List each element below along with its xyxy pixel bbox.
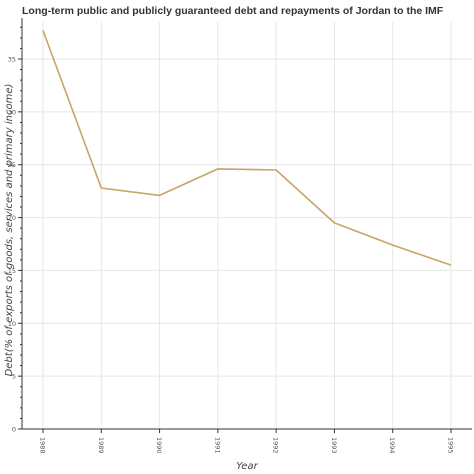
series-layer — [42, 30, 452, 266]
y-tick-label: 35 — [8, 56, 16, 64]
y-tick-label: 10 — [8, 320, 16, 328]
y-tick-label: 25 — [8, 161, 16, 169]
x-axis-title: Year — [236, 461, 258, 472]
chart-title: Long-term public and publicly guaranteed… — [22, 5, 444, 17]
x-tick-label: 1993 — [330, 437, 338, 454]
x-tick-label: 1994 — [388, 437, 396, 454]
x-tick-label: 1991 — [213, 437, 221, 454]
x-tick-label: 1995 — [447, 437, 455, 454]
x-tick-label: 1992 — [272, 437, 280, 454]
grid — [22, 22, 472, 430]
y-axis-title: Debt(% of exports of goods, services and… — [4, 84, 15, 377]
y-tick-label: 0 — [12, 426, 16, 434]
y-tick-label: 20 — [8, 214, 16, 222]
y-tick-label: 15 — [8, 267, 16, 275]
x-tick-label: 1990 — [155, 437, 163, 454]
y-tick-label: 5 — [12, 373, 16, 381]
x-tick-labels: 1988 1989 1990 1991 1992 1993 1994 1995 — [39, 437, 455, 454]
axes — [18, 18, 472, 433]
y-tick-labels: 0 5 10 15 20 25 30 35 — [8, 56, 16, 434]
x-tick-label: 1989 — [97, 437, 105, 454]
x-tick-label: 1988 — [39, 437, 47, 454]
series-line — [42, 30, 452, 266]
y-tick-label: 30 — [8, 108, 16, 116]
